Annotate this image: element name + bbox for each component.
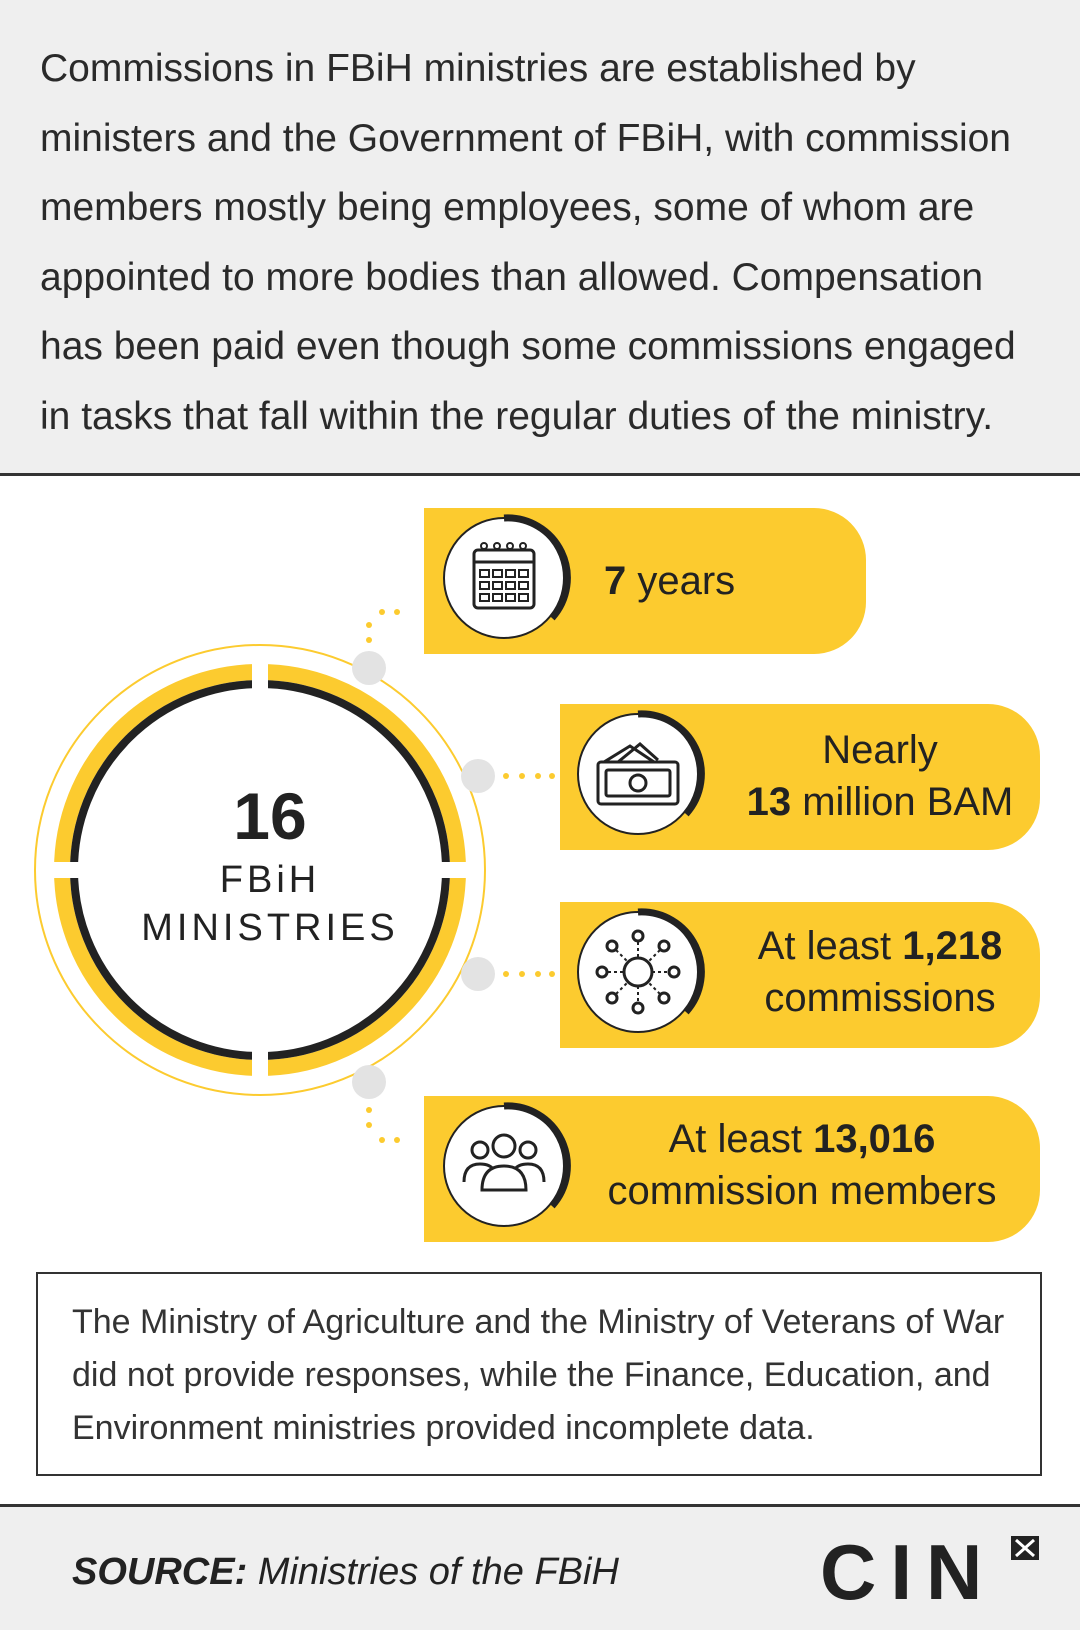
source-credit: SOURCE: Ministries of the FBiH <box>72 1551 619 1593</box>
money-icon <box>574 704 706 841</box>
logo-mark-icon <box>1010 1535 1040 1566</box>
network-icon <box>574 902 706 1039</box>
ministries-label-line1: FBiH <box>219 859 321 901</box>
note-box: The Ministry of Agriculture and the Mini… <box>36 1272 1042 1476</box>
dotted-connectors <box>366 609 555 1143</box>
item-money-line1: Nearly <box>822 728 938 772</box>
connector-dot-1 <box>352 651 386 685</box>
note-text: The Ministry of Agriculture and the Mini… <box>72 1303 1005 1447</box>
item-commissions-line2: commissions <box>764 976 996 1020</box>
cin-logo: CIN <box>820 1528 997 1616</box>
connector-dot-4 <box>352 1065 386 1099</box>
item-commissions-line1: At least 1,218 <box>757 924 1003 968</box>
calendar-icon <box>440 508 572 645</box>
item-years-text: 7 years <box>604 559 736 603</box>
connector-dot-2 <box>461 759 495 793</box>
ministries-count: 16 <box>233 779 307 853</box>
item-members-line2: commission members <box>607 1169 997 1213</box>
ministries-label-line2: MINISTRIES <box>141 907 399 949</box>
item-members-line1: At least 13,016 <box>668 1117 936 1161</box>
people-icon <box>440 1096 572 1233</box>
connector-dot-3 <box>461 957 495 991</box>
footer: SOURCE: Ministries of the FBiH CIN <box>0 1504 1080 1630</box>
outer-thin-ring <box>34 644 486 1096</box>
intro-text: Commissions in FBiH ministries are estab… <box>40 47 1016 438</box>
intro-panel: Commissions in FBiH ministries are estab… <box>0 0 1080 476</box>
item-money-line2: 13 million BAM <box>746 780 1014 824</box>
